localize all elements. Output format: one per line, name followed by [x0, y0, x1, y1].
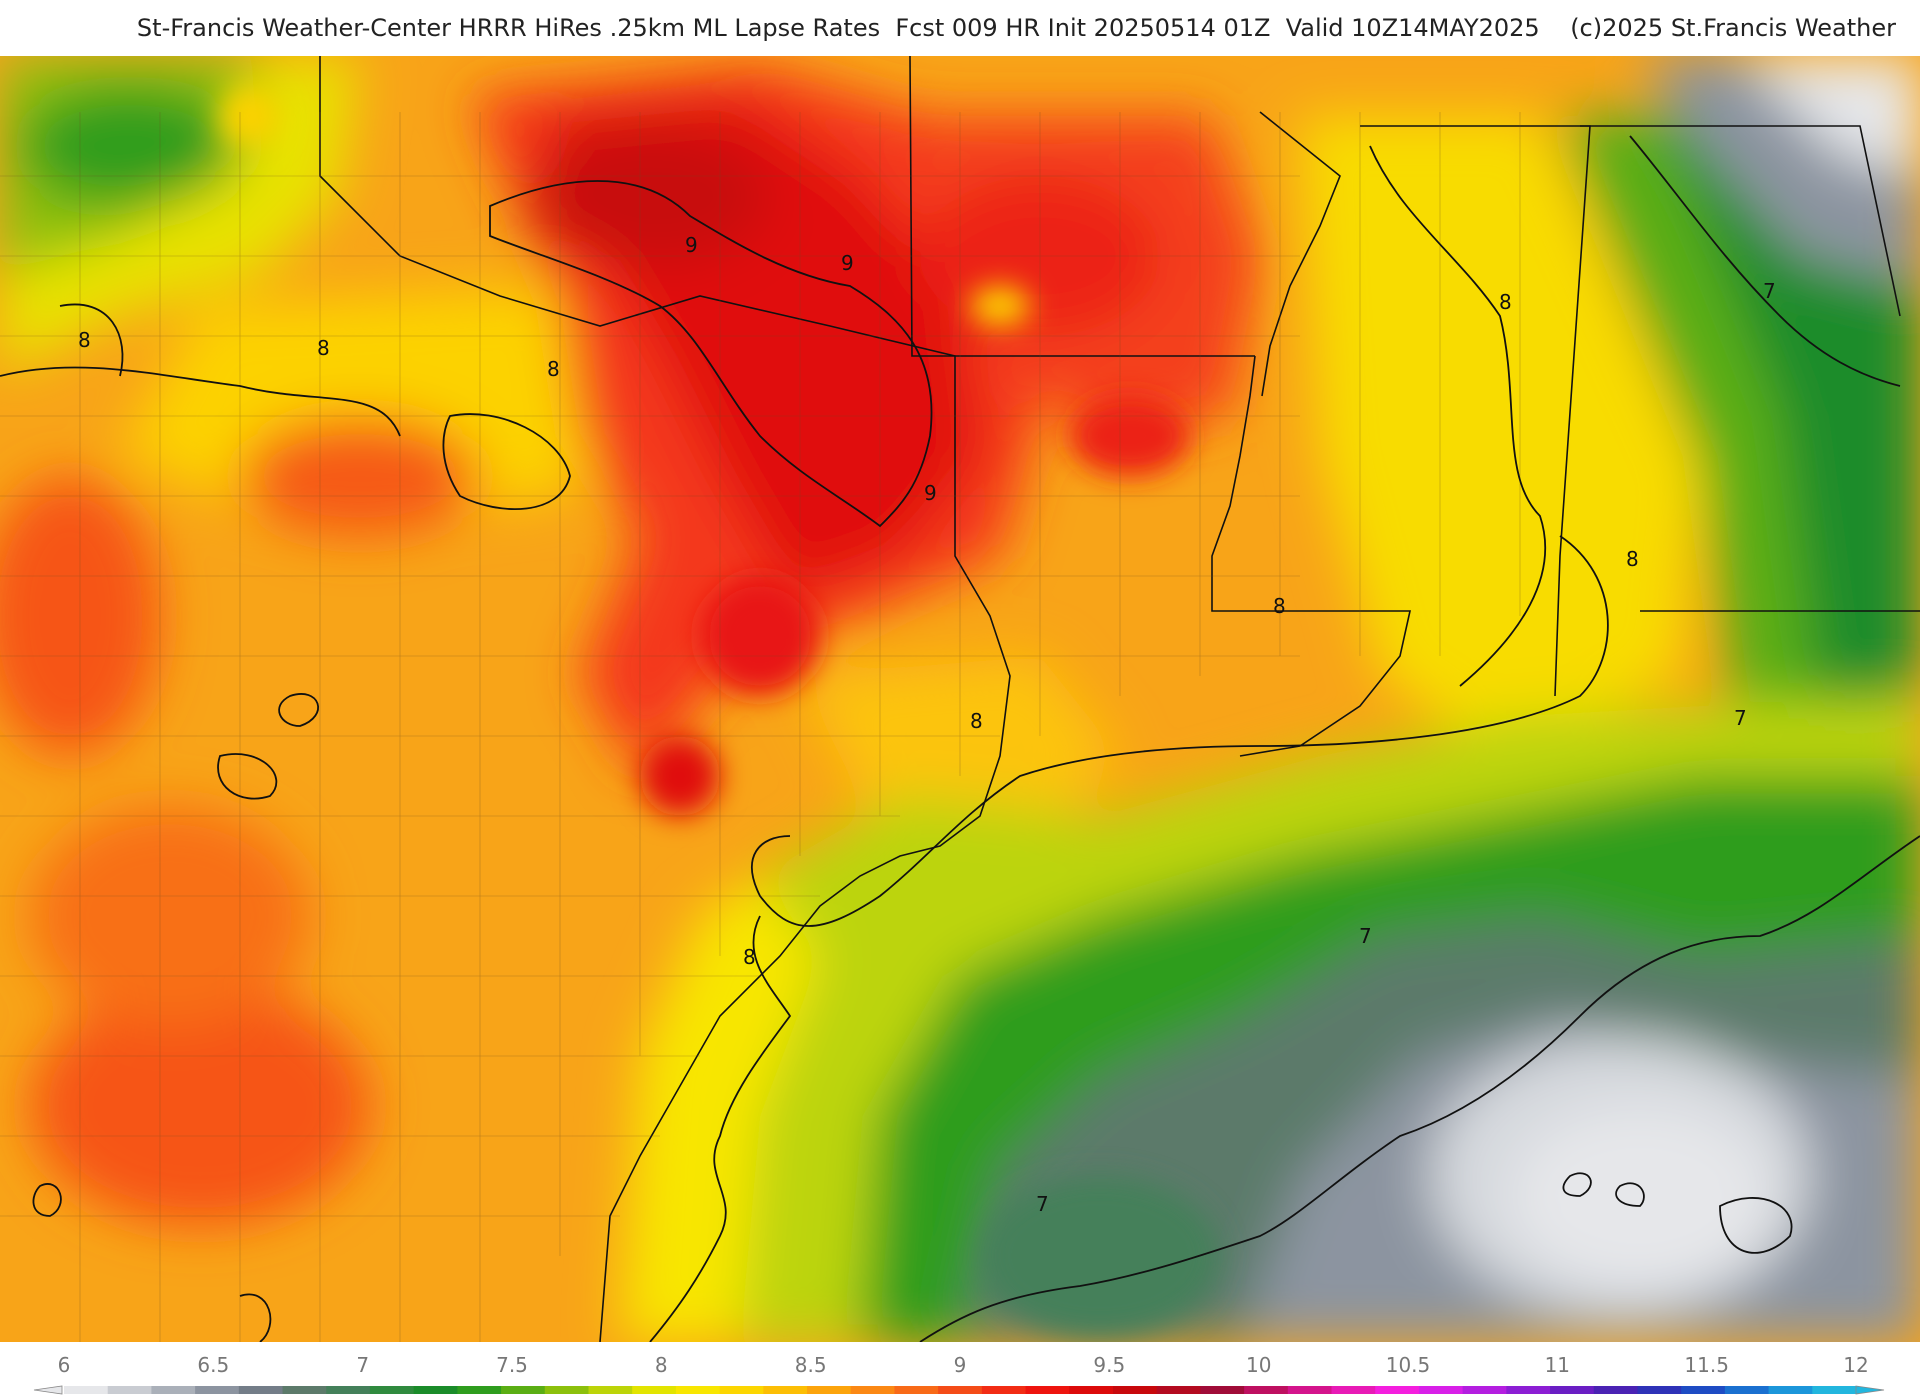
- colorbar-swatch: [1550, 1386, 1595, 1394]
- contour-label-8g: 8: [970, 709, 983, 733]
- weather-map: 9 9 9 8 8 8 8 8 8 8 8 7 7 7 7: [0, 56, 1920, 1342]
- colorbar-tick-labels: 6 6.5 7 7.5 8 8.5 9 9.5 10 10.5 11 11.5 12: [58, 1353, 1869, 1377]
- title-text: St-Francis Weather-Center HRRR HiRes .25…: [136, 14, 1896, 42]
- colorbar-tick-label: 7.5: [496, 1353, 528, 1377]
- colorbar-swatch: [981, 1386, 1027, 1394]
- colorbar-swatch: [64, 1386, 109, 1394]
- colorbar-swatch: [807, 1386, 852, 1394]
- contour-label-8h: 8: [743, 945, 756, 969]
- contour-label-8e: 8: [1626, 547, 1639, 571]
- state-boundaries: [319, 56, 1920, 1342]
- colorbar-swatch: [1331, 1386, 1376, 1394]
- colorbar-swatch: [1506, 1386, 1551, 1394]
- colorbar-tick-label: 6.5: [197, 1353, 229, 1377]
- map-title: St-Francis Weather-Center HRRR HiRes .25…: [0, 0, 1920, 56]
- colorbar-tick-label: 10.5: [1386, 1353, 1431, 1377]
- contour-label-8a: 8: [78, 328, 91, 352]
- colorbar-tick-label: 9: [954, 1353, 967, 1377]
- contour-label-8c: 8: [547, 357, 560, 381]
- lapse-rate-field: [0, 56, 1920, 1342]
- colorbar-swatch: [850, 1386, 895, 1394]
- colorbar-tick-label: 11.5: [1684, 1353, 1729, 1377]
- colorbar-swatch: [1375, 1386, 1420, 1394]
- colorbar-swatch: [1244, 1386, 1289, 1394]
- contour-label-9a: 9: [685, 233, 698, 257]
- contour-label-9c: 9: [924, 481, 937, 505]
- colorbar-swatch: [1724, 1386, 1770, 1394]
- colorbar-swatch: [457, 1386, 502, 1394]
- colorbar-swatch: [1418, 1386, 1464, 1394]
- colorbar-swatch: [1069, 1386, 1114, 1394]
- colorbar-swatch: [1025, 1386, 1070, 1394]
- contour-label-7d: 7: [1036, 1192, 1049, 1216]
- colorbar-tick-label: 8.5: [795, 1353, 827, 1377]
- colorbar-swatch: [1768, 1386, 1813, 1394]
- colorbar-tick-label: 7: [356, 1353, 369, 1377]
- lapse-rate-map: 9 9 9 8 8 8 8 8 8 8 8 7 7 7 7: [0, 56, 1920, 1342]
- contour-lines: [0, 135, 1920, 1342]
- contour-label-8b: 8: [317, 336, 330, 360]
- colorbar-swatch: [675, 1386, 721, 1394]
- colorbar-svg: 6 6.5 7 7.5 8 8.5 9 9.5 10 10.5 11 11.5 12: [33, 1353, 1885, 1395]
- colorbar-swatch: [1462, 1386, 1507, 1394]
- colorbar-swatch: [894, 1386, 939, 1394]
- colorbar-swatch: [1637, 1386, 1682, 1394]
- colorbar-swatch: [413, 1386, 458, 1394]
- colorbar-low-arrow: [33, 1385, 63, 1395]
- colorbar-swatch: [1681, 1386, 1726, 1394]
- contour-label-9b: 9: [841, 251, 854, 275]
- colorbar-swatch: [282, 1386, 327, 1394]
- colorbar-tick-label: 9.5: [1093, 1353, 1125, 1377]
- colorbar-tick-label: 11: [1545, 1353, 1570, 1377]
- field-detail: [220, 86, 1220, 1336]
- colorbar-swatch: [1200, 1386, 1245, 1394]
- colorbar-tick-label: 10: [1246, 1353, 1271, 1377]
- colorbar-swatch: [763, 1386, 808, 1394]
- colorbar-swatch: [1156, 1386, 1201, 1394]
- contour-label-8f: 8: [1273, 594, 1286, 618]
- colorbar: 6 6.5 7 7.5 8 8.5 9 9.5 10 10.5 11 11.5 12: [0, 1342, 1920, 1400]
- colorbar-swatch: [195, 1386, 240, 1394]
- colorbar-swatch: [501, 1386, 546, 1394]
- contour-label-group: 9 9 9 8 8 8 8 8 8 8 8 7 7 7 7: [78, 233, 1776, 1216]
- contour-label-7b: 7: [1734, 706, 1747, 730]
- colorbar-swatch: [719, 1386, 764, 1394]
- colorbar-swatch: [544, 1386, 589, 1394]
- colorbar-swatch: [369, 1386, 415, 1394]
- colorbar-tick-label: 12: [1843, 1353, 1868, 1377]
- contour-label-8d: 8: [1499, 290, 1512, 314]
- colorbar-swatch: [632, 1386, 677, 1394]
- colorbar-swatch: [107, 1386, 152, 1394]
- colorbar-high-arrow: [1855, 1385, 1885, 1395]
- colorbar-swatch: [1812, 1386, 1857, 1394]
- colorbar-swatch: [938, 1386, 983, 1394]
- colorbar-swatch: [1287, 1386, 1333, 1394]
- colorbar-swatch: [238, 1386, 284, 1394]
- colorbar-swatch: [1112, 1386, 1158, 1394]
- colorbar-swatch: [588, 1386, 633, 1394]
- colorbar-swatches: [64, 1386, 1857, 1394]
- contour-label-7a: 7: [1763, 279, 1776, 303]
- colorbar-tick-label: 8: [655, 1353, 668, 1377]
- contour-label-7c: 7: [1359, 924, 1372, 948]
- colorbar-swatch: [326, 1386, 371, 1394]
- colorbar-swatch: [151, 1386, 196, 1394]
- colorbar-swatch: [1593, 1386, 1638, 1394]
- colorbar-tick-label: 6: [58, 1353, 71, 1377]
- county-grid: [0, 112, 1521, 1342]
